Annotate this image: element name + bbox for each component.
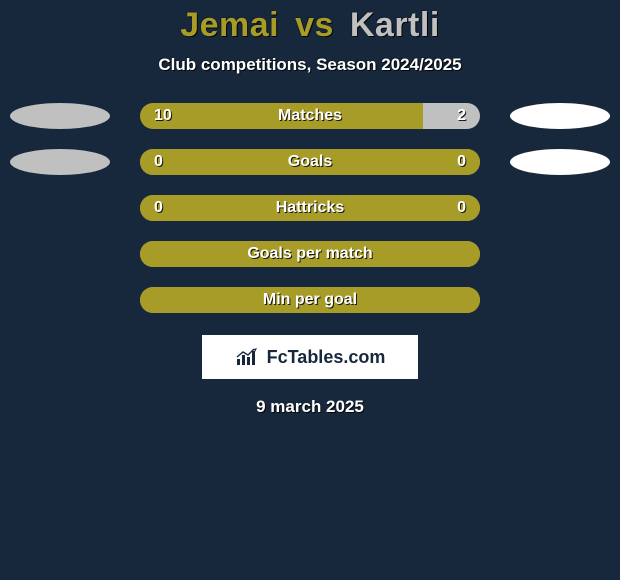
stat-label: Min per goal xyxy=(140,287,480,313)
subtitle: Club competitions, Season 2024/2025 xyxy=(0,55,620,75)
brand-text: FcTables.com xyxy=(267,347,386,368)
player1-name: Jemai xyxy=(180,6,279,44)
comparison-infographic: Jemai vs Kartli Club competitions, Seaso… xyxy=(0,0,620,580)
stat-bar: Min per goal xyxy=(140,287,480,313)
stat-row: 102Matches xyxy=(0,103,620,129)
player2-badge xyxy=(510,149,610,175)
stat-label: Goals per match xyxy=(140,241,480,267)
stat-label: Goals xyxy=(140,149,480,175)
stat-label: Matches xyxy=(140,103,480,129)
stats-rows: 102Matches 00Goals 00Hattricks Goals per ma… xyxy=(0,103,620,313)
title-vs: vs xyxy=(295,6,334,44)
stat-row: 00Hattricks xyxy=(0,195,620,221)
player1-badge xyxy=(10,149,110,175)
player2-badge xyxy=(510,103,610,129)
date-text: 9 march 2025 xyxy=(0,397,620,417)
stat-row: Min per goal xyxy=(0,287,620,313)
brand-logo: FcTables.com xyxy=(202,335,418,379)
stat-bar: 00Hattricks xyxy=(140,195,480,221)
stat-bar: 00Goals xyxy=(140,149,480,175)
page-title: Jemai vs Kartli xyxy=(0,6,620,45)
player1-badge xyxy=(10,103,110,129)
stat-label: Hattricks xyxy=(140,195,480,221)
stat-bar: Goals per match xyxy=(140,241,480,267)
stat-row: 00Goals xyxy=(0,149,620,175)
stat-bar: 102Matches xyxy=(140,103,480,129)
stat-row: Goals per match xyxy=(0,241,620,267)
subtitle-text: Club competitions, Season 2024/2025 xyxy=(158,55,461,74)
barchart-icon xyxy=(235,347,261,367)
player2-name: Kartli xyxy=(350,6,440,44)
